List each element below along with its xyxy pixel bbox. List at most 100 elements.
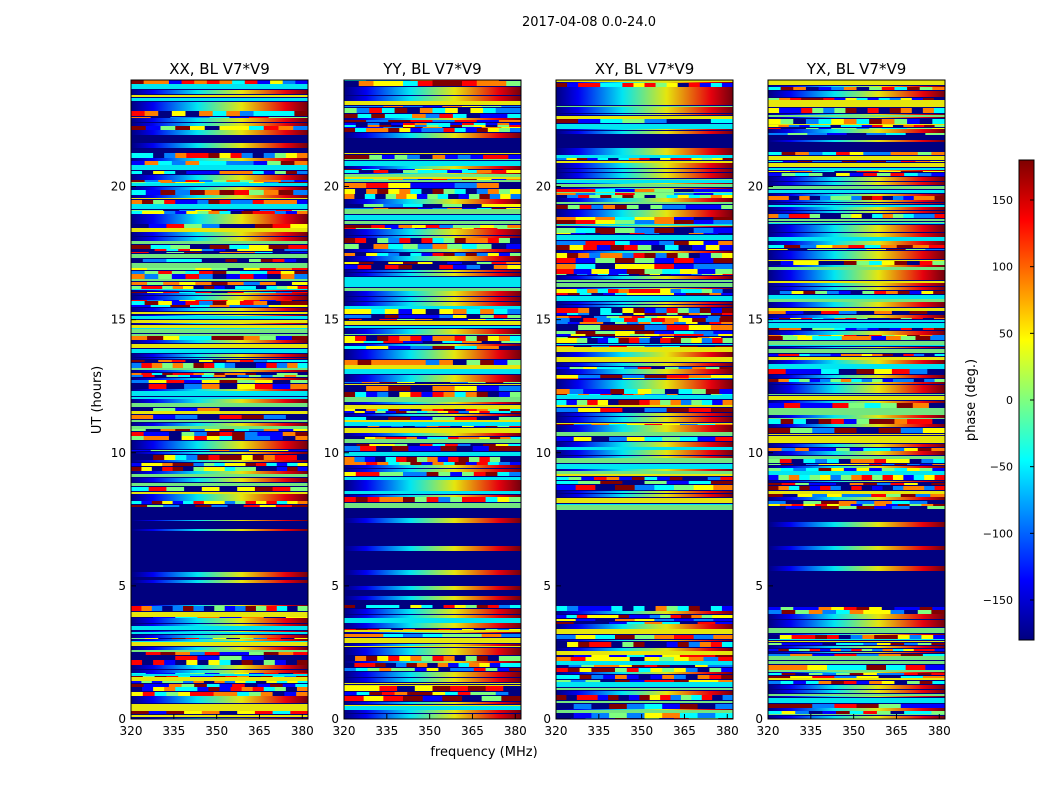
heatmap-band: [556, 109, 733, 113]
heatmap-cell: [479, 411, 491, 413]
heatmap-cell: [881, 87, 895, 90]
heatmap-cell: [183, 463, 194, 466]
y-tick-label: 20: [748, 180, 763, 194]
heatmap-cell: [237, 259, 250, 262]
heatmap-cell: [768, 311, 787, 314]
heatmap-cell: [229, 245, 250, 249]
heatmap-cell: [373, 262, 389, 264]
heatmap-band: [131, 370, 308, 372]
heatmap-cell: [232, 684, 246, 687]
heatmap-cell: [509, 472, 522, 476]
heatmap-cell: [263, 211, 276, 214]
heatmap-cell: [344, 472, 357, 476]
heatmap-cell: [476, 120, 500, 122]
heatmap-band: [768, 194, 945, 196]
heatmap-cell: [713, 258, 734, 263]
heatmap-cell: [556, 331, 577, 334]
heatmap-cell: [144, 180, 159, 182]
heatmap-cell: [230, 153, 243, 158]
heatmap-cell: [419, 444, 433, 446]
heatmap-cell: [425, 265, 440, 269]
heatmap-cell: [862, 291, 875, 294]
heatmap-cell: [831, 468, 845, 471]
heatmap-cell: [808, 448, 823, 451]
heatmap-cell: [185, 301, 200, 305]
heatmap-band: [131, 677, 308, 681]
heatmap-cell: [487, 409, 500, 411]
heatmap-cell: [596, 367, 611, 369]
heatmap-cell: [600, 642, 612, 647]
heatmap-cell: [432, 179, 448, 180]
heatmap-cell: [699, 308, 712, 313]
heatmap-cell: [820, 649, 831, 651]
heatmap-cell: [619, 316, 633, 318]
heatmap-cell: [344, 629, 357, 630]
heatmap-cell: [644, 325, 668, 330]
heatmap-cell: [443, 128, 456, 132]
heatmap-cell: [840, 196, 852, 200]
heatmap-cell: [190, 375, 203, 377]
heatmap-cell: [904, 610, 919, 614]
heatmap-cell: [442, 341, 463, 343]
heatmap-cell: [688, 313, 701, 315]
heatmap-cell: [467, 319, 487, 320]
heatmap-band: [768, 347, 945, 348]
heatmap-band: [131, 130, 308, 135]
heatmap-cell: [443, 238, 456, 243]
heatmap-cell: [219, 80, 233, 84]
heatmap-cell: [235, 467, 247, 471]
heatmap-cell: [171, 638, 186, 639]
heatmap-cell: [608, 695, 619, 700]
heatmap-cell: [790, 428, 813, 433]
heatmap-cell: [383, 127, 404, 128]
heatmap-cell: [285, 211, 298, 214]
heatmap-cell: [168, 432, 183, 436]
heatmap-cell: [820, 475, 831, 480]
heatmap-cell: [426, 497, 439, 502]
heatmap-cell: [878, 328, 891, 330]
heatmap-cell: [639, 615, 651, 618]
heatmap-cell: [403, 668, 416, 671]
heatmap-cell: [476, 238, 489, 243]
heatmap-band: [556, 154, 733, 155]
heatmap-cell: [358, 262, 374, 264]
heatmap-cell: [615, 675, 628, 679]
heatmap-band: [344, 428, 521, 433]
heatmap-cell: [655, 83, 668, 87]
heatmap-cell: [644, 253, 657, 258]
heatmap-cell: [275, 292, 293, 293]
heatmap-cell: [628, 338, 640, 343]
heatmap-cell: [470, 155, 484, 159]
heatmap-cell: [462, 81, 478, 86]
heatmap-cell: [934, 196, 946, 200]
heatmap-cell: [470, 444, 484, 446]
heatmap-cell: [719, 318, 734, 322]
heatmap-cell: [509, 189, 522, 194]
heatmap-cell: [567, 293, 581, 295]
heatmap-cell: [244, 436, 258, 440]
heatmap-cell: [778, 486, 790, 490]
heatmap-cell: [791, 291, 804, 294]
heatmap-cell: [912, 245, 930, 248]
heatmap-cell: [255, 467, 267, 471]
heatmap-cell: [296, 171, 309, 174]
heatmap-cell: [595, 258, 616, 263]
heatmap-cell: [677, 313, 690, 315]
heatmap-cell: [179, 505, 196, 507]
heatmap-cell: [145, 190, 161, 195]
heatmap-cell: [355, 472, 369, 476]
heatmap-cell: [900, 98, 913, 100]
heatmap-cell: [131, 652, 147, 655]
heatmap-cell: [693, 485, 714, 490]
heatmap-cell: [654, 619, 675, 621]
heatmap-cell: [913, 475, 925, 480]
heatmap-cell: [578, 378, 601, 379]
heatmap-cell: [232, 436, 246, 440]
heatmap-cell: [849, 448, 864, 451]
heatmap-cell: [834, 428, 857, 433]
heatmap-cell: [931, 673, 946, 675]
heatmap-cell: [615, 264, 636, 269]
heatmap-cell: [674, 675, 687, 679]
heatmap-cell: [556, 293, 569, 295]
heatmap-band: [344, 632, 521, 633]
